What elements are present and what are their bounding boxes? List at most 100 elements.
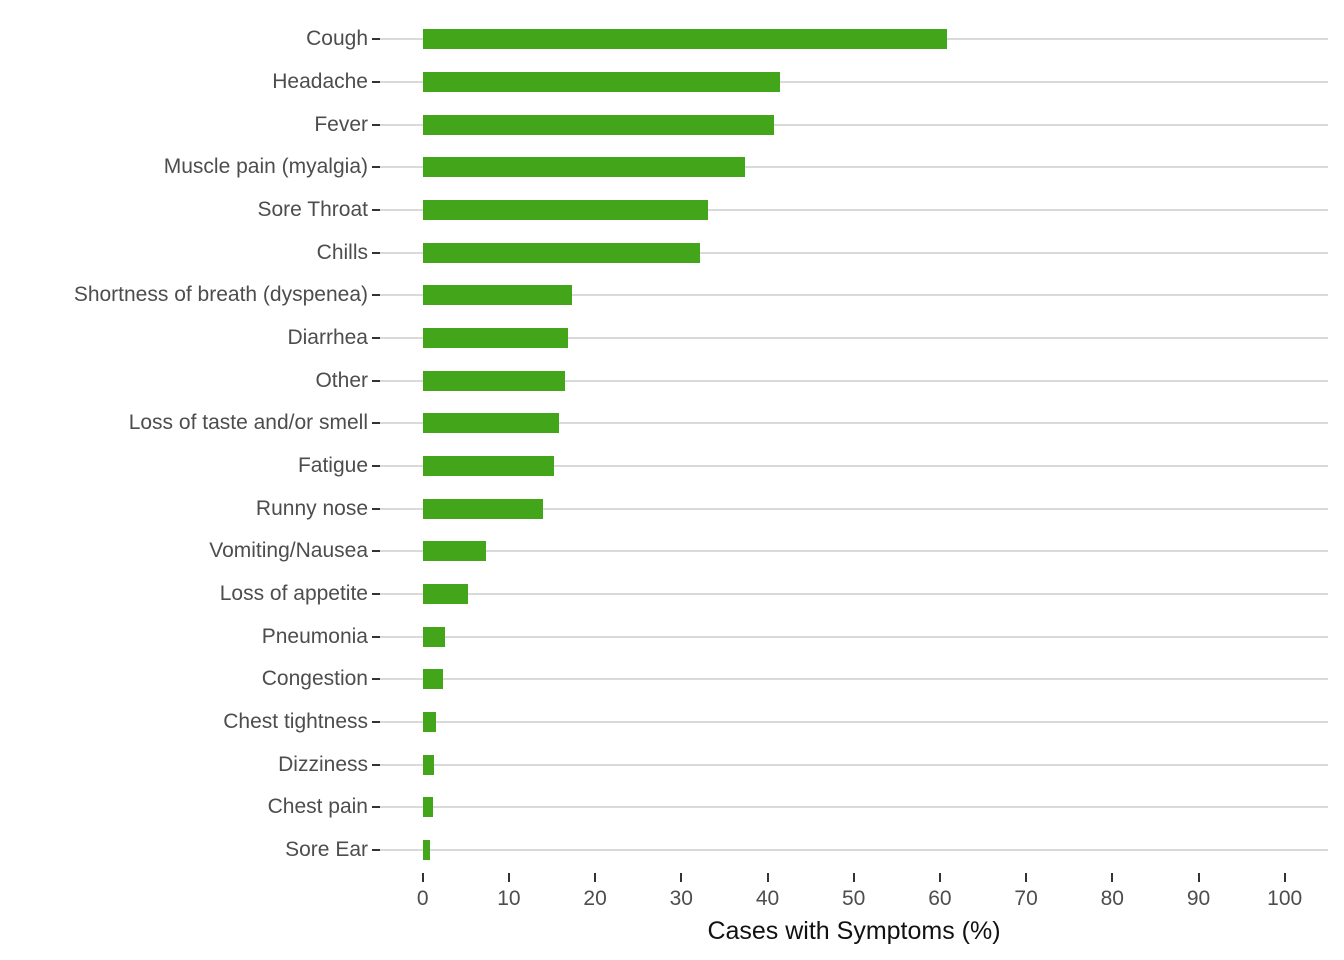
x-axis-tick	[680, 873, 683, 882]
y-axis-label-pneumonia: Pneumonia	[261, 624, 368, 648]
x-axis-tick-label-30: 30	[669, 887, 693, 910]
gridline-congestion	[380, 678, 1328, 681]
x-axis-tick-label-10: 10	[497, 887, 521, 910]
bar-sore-throat	[422, 199, 708, 220]
bar-other	[422, 370, 565, 391]
gridline-headache	[380, 80, 1328, 83]
y-axis-label-other: Other	[315, 368, 368, 392]
y-axis-tick	[372, 721, 380, 724]
bar-muscle-pain-myalgia	[422, 157, 746, 178]
bar-congestion	[422, 669, 443, 690]
bar-loss-of-taste-and-or-smell	[422, 413, 559, 434]
gridline-diarrhea	[380, 336, 1328, 339]
y-axis-label-loss-of-appetite: Loss of appetite	[219, 582, 368, 605]
gridline-vomiting-nausea	[380, 550, 1328, 553]
y-axis-tick	[372, 166, 380, 169]
x-axis-tick-label-60: 60	[928, 887, 952, 910]
gridline-loss-of-taste-and-or-smell	[380, 422, 1328, 425]
x-axis-tick-label-80: 80	[1100, 887, 1124, 910]
y-axis-tick	[372, 422, 380, 425]
y-axis-label-headache: Headache	[272, 69, 368, 93]
y-axis-tick	[372, 123, 380, 126]
gridline-chest-tightness	[380, 721, 1328, 724]
y-axis-tick	[372, 806, 380, 809]
bar-sore-ear	[422, 840, 430, 861]
y-axis-label-sore-ear: Sore Ear	[285, 838, 368, 862]
y-axis-label-cough: Cough	[306, 27, 368, 51]
y-axis-label-runny-nose: Runny nose	[255, 496, 368, 520]
x-axis-tick-label-20: 20	[583, 887, 607, 910]
y-axis-label-fever: Fever	[314, 112, 368, 136]
y-axis-tick	[372, 38, 380, 41]
x-axis-tick-label-70: 70	[1014, 887, 1038, 910]
gridline-sore-ear	[380, 849, 1328, 852]
gridline-pneumonia	[380, 635, 1328, 638]
y-axis-tick	[372, 208, 380, 211]
gridline-chills	[380, 251, 1328, 254]
gridline-other	[380, 379, 1328, 382]
x-axis-tick	[421, 873, 424, 882]
bar-runny-nose	[422, 498, 543, 519]
x-axis-tick	[938, 873, 941, 882]
bar-vomiting-nausea	[422, 541, 486, 562]
y-axis-tick	[372, 465, 380, 467]
bar-fever	[422, 114, 775, 135]
bar-pneumonia	[422, 626, 446, 647]
y-axis-tick	[372, 550, 380, 553]
x-axis-tick-label-100: 100	[1267, 887, 1303, 910]
bar-chest-pain	[422, 797, 434, 818]
gridline-fatigue	[380, 465, 1328, 467]
y-axis-tick	[372, 294, 380, 297]
bar-cough	[422, 29, 947, 50]
y-axis-label-chest-tightness: Chest tightness	[223, 710, 368, 734]
y-axis-label-loss-of-taste-and-or-smell: Loss of taste and/or smell	[128, 411, 368, 435]
x-axis-tick-label-40: 40	[755, 887, 780, 910]
bar-diarrhea	[422, 327, 569, 348]
x-axis-tick	[1197, 873, 1200, 882]
y-axis-label-shortness-of-breath-dyspenea: Shortness of breath (dyspenea)	[73, 283, 368, 307]
gridline-loss-of-appetite	[380, 593, 1328, 595]
bar-chills	[422, 242, 701, 263]
y-axis-label-congestion: Congestion	[261, 667, 368, 691]
gridline-chest-pain	[380, 806, 1328, 809]
y-axis-tick	[372, 507, 380, 510]
gridline-shortness-of-breath-dyspenea	[380, 294, 1328, 297]
y-axis-label-chest-pain: Chest pain	[267, 795, 368, 819]
gridline-muscle-pain-myalgia	[380, 166, 1328, 169]
y-axis-tick	[372, 251, 380, 254]
x-axis-tick	[507, 873, 510, 882]
x-axis-tick-label-90: 90	[1186, 887, 1211, 910]
gridline-dizziness	[380, 763, 1328, 766]
bar-loss-of-appetite	[422, 584, 468, 604]
y-axis-label-sore-throat: Sore Throat	[257, 197, 368, 221]
bar-chest-tightness	[422, 712, 437, 733]
y-axis-tick	[372, 678, 380, 681]
y-axis-tick	[372, 593, 380, 595]
y-axis-tick	[372, 849, 380, 852]
bar-dizziness	[422, 754, 434, 775]
y-axis-tick	[372, 80, 380, 83]
gridline-sore-throat	[380, 208, 1328, 211]
x-axis-tick	[594, 873, 597, 882]
bar-fatigue	[422, 456, 554, 476]
y-axis-label-fatigue: Fatigue	[297, 454, 368, 477]
x-axis-tick	[1111, 873, 1114, 882]
gridline-runny-nose	[380, 507, 1328, 510]
y-axis-label-diarrhea: Diarrhea	[287, 325, 368, 349]
gridline-fever	[380, 123, 1328, 126]
y-axis-label-muscle-pain-myalgia: Muscle pain (myalgia)	[163, 155, 368, 179]
x-axis-tick-label-50: 50	[842, 887, 866, 910]
x-axis-tick	[852, 873, 855, 882]
y-axis-tick	[372, 336, 380, 339]
x-axis-tick	[1025, 873, 1028, 882]
y-axis-label-dizziness: Dizziness	[278, 752, 368, 776]
y-axis-label-vomiting-nausea: Vomiting/Nausea	[209, 539, 368, 563]
x-axis-title: Cases with Symptoms (%)	[707, 917, 1001, 945]
x-axis-tick	[766, 873, 769, 882]
bar-shortness-of-breath-dyspenea	[422, 285, 572, 306]
x-axis-tick-label-0: 0	[416, 887, 429, 910]
y-axis-tick	[372, 379, 380, 382]
x-axis-tick	[1283, 873, 1286, 882]
y-axis-tick	[372, 635, 380, 638]
